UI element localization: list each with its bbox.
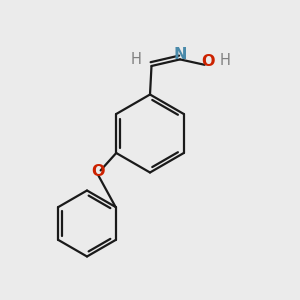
Text: O: O xyxy=(92,164,105,179)
Text: O: O xyxy=(201,54,214,69)
Text: H: H xyxy=(130,52,141,67)
Text: H: H xyxy=(220,53,230,68)
Text: N: N xyxy=(173,47,187,62)
